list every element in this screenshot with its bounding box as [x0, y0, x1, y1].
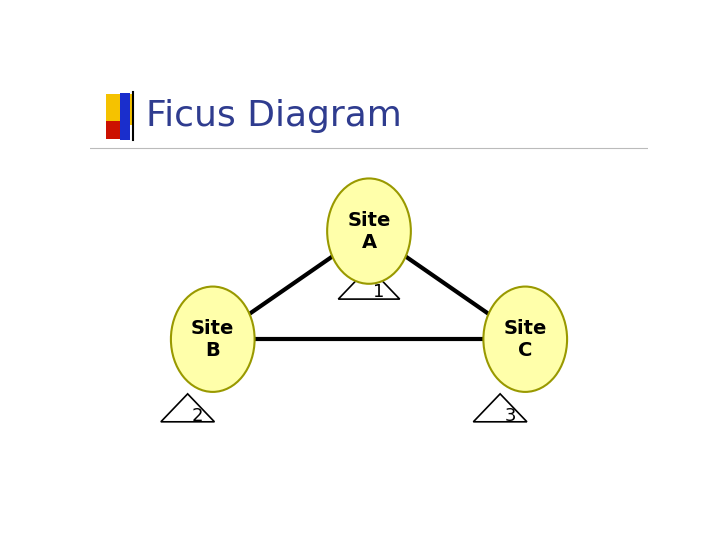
Ellipse shape — [171, 287, 255, 392]
Text: Site
A: Site A — [347, 211, 391, 252]
Polygon shape — [473, 394, 527, 422]
Text: 2: 2 — [192, 407, 204, 425]
Text: 3: 3 — [505, 407, 516, 425]
Text: Site
B: Site B — [191, 319, 235, 360]
Ellipse shape — [327, 178, 411, 284]
Text: 1: 1 — [374, 283, 384, 301]
Bar — [106, 94, 132, 125]
Bar — [106, 120, 124, 139]
Ellipse shape — [483, 287, 567, 392]
Text: Site
C: Site C — [503, 319, 547, 360]
Polygon shape — [338, 267, 400, 299]
Bar — [120, 93, 130, 140]
Text: Ficus Diagram: Ficus Diagram — [145, 98, 402, 132]
Polygon shape — [161, 394, 215, 422]
